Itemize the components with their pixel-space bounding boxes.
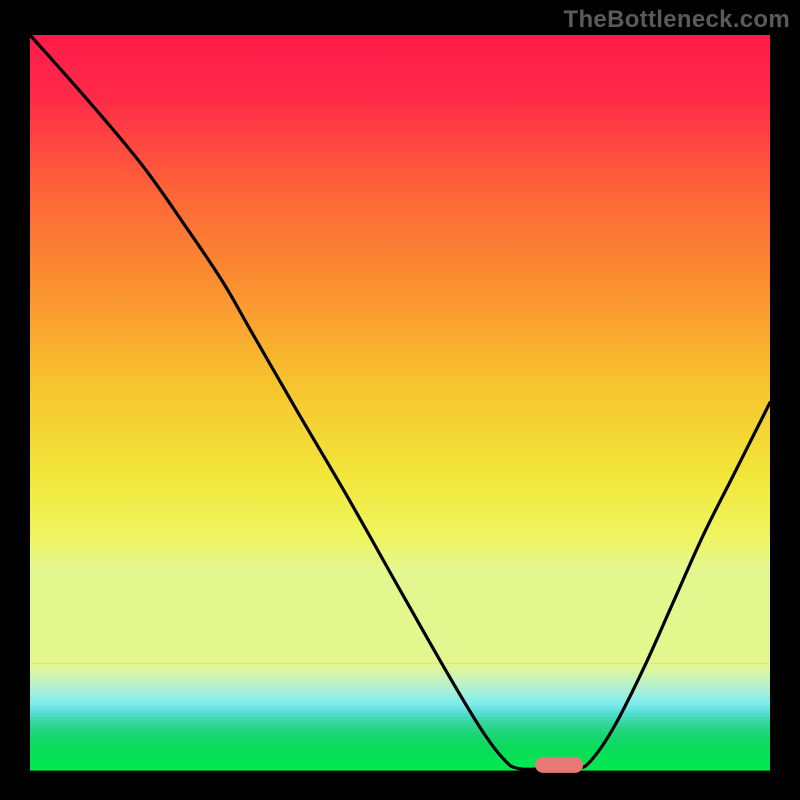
chart-container: TheBottleneck.com (0, 0, 800, 800)
bottleneck-chart (0, 0, 800, 800)
optimal-marker (535, 757, 583, 773)
watermark-text: TheBottleneck.com (564, 6, 790, 34)
bottom-color-bands (30, 663, 770, 770)
plot-background (30, 35, 770, 663)
